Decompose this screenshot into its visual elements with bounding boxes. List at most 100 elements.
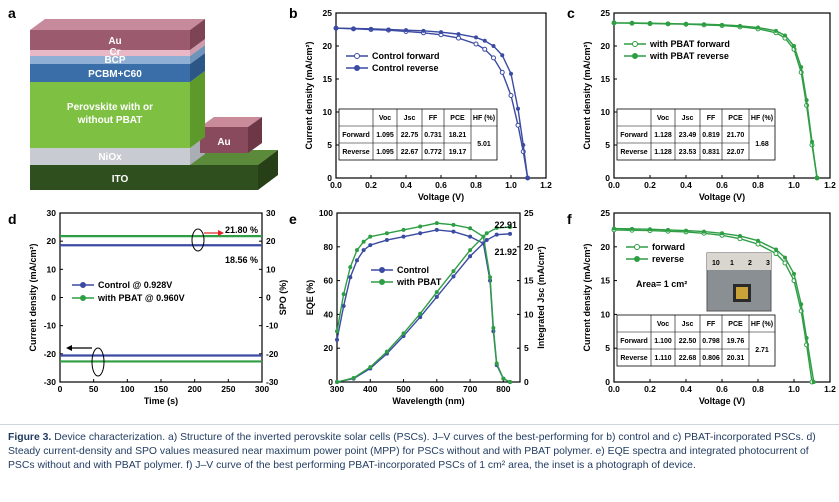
table-cell: 0.772 <box>424 149 442 156</box>
table-cell: 1.095 <box>376 132 394 139</box>
x-tick-label: 50 <box>89 384 99 394</box>
data-point <box>335 329 339 334</box>
data-point <box>418 315 423 320</box>
y-tick-label: 5 <box>605 343 610 353</box>
y2-tick-label: 30 <box>266 208 276 218</box>
data-point <box>491 325 496 330</box>
data-point <box>738 233 742 238</box>
arrowhead <box>66 345 72 351</box>
x-tick-label: 0.8 <box>752 384 764 394</box>
legend-entry: with PBAT forward <box>649 39 730 49</box>
table-cell: 0.831 <box>702 149 720 156</box>
table-hf: 5.01 <box>477 141 491 148</box>
x-tick-label: 0.8 <box>470 180 482 190</box>
data-point <box>516 106 520 111</box>
x-tick-label: 100 <box>120 384 134 394</box>
y-tick-label: 5 <box>327 140 332 150</box>
data-point <box>451 274 456 279</box>
data-point <box>401 234 406 239</box>
x-tick-label: 0.2 <box>365 180 377 190</box>
y2-tick-label: -30 <box>266 377 279 387</box>
table-header: HF (%) <box>751 115 773 122</box>
y-tick-label: 10 <box>323 107 333 117</box>
data-point <box>368 234 373 239</box>
data-point <box>474 35 478 40</box>
table-cell: 0.806 <box>702 355 720 362</box>
layer-niox <box>30 148 190 165</box>
data-point <box>384 238 389 243</box>
data-point <box>756 25 760 30</box>
y-tick-label: 15 <box>323 74 333 84</box>
data-point <box>508 231 513 236</box>
y-axis-label: Current density (mA/cm²) <box>304 41 314 149</box>
y-tick-label: -20 <box>44 349 57 359</box>
data-point <box>361 239 366 244</box>
data-point <box>509 71 513 76</box>
data-point <box>482 38 487 43</box>
data-point <box>439 30 443 35</box>
data-point <box>456 32 461 37</box>
data-point <box>521 143 526 147</box>
data-point <box>386 27 391 32</box>
x-tick-label: 0.4 <box>680 384 692 394</box>
x-tick-label: 0.0 <box>608 180 620 190</box>
y-tick-label: 30 <box>47 208 57 218</box>
x-tick-label: 300 <box>330 384 344 394</box>
data-point <box>401 227 406 232</box>
data-point <box>421 28 426 33</box>
callout-ellipse <box>191 228 205 252</box>
data-point <box>384 349 389 354</box>
x-tick-label: 1.2 <box>540 180 552 190</box>
series-line-control-eqe <box>336 229 511 383</box>
ruler-number: 2 <box>748 260 752 267</box>
legend-entry: Control forward <box>372 51 440 61</box>
y-tick-label: 0 <box>51 293 56 303</box>
data-point <box>368 243 373 248</box>
data-point <box>756 238 760 243</box>
table-cell: 1.128 <box>654 132 672 139</box>
x-tick-label: 1.0 <box>788 180 800 190</box>
data-point <box>418 231 423 236</box>
x-tick-label: 0.6 <box>435 180 447 190</box>
data-point <box>468 234 473 239</box>
data-point <box>348 265 353 270</box>
y-tick-label: 20 <box>323 41 333 51</box>
layer-label-perovskite-2: without PBAT <box>77 115 143 126</box>
data-point <box>720 231 724 236</box>
x-tick-label: 0.4 <box>680 180 692 190</box>
param-table <box>616 314 776 367</box>
data-point <box>494 361 499 366</box>
data-point <box>783 33 787 38</box>
y2-axis-label: SPO (%) <box>278 280 288 316</box>
y-tick-label: 20 <box>47 236 57 246</box>
y-tick-label: 15 <box>601 276 611 286</box>
data-point <box>468 254 473 259</box>
x-tick-label: 0.0 <box>330 180 342 190</box>
ruler-number: 1 <box>730 260 734 267</box>
data-point <box>799 302 804 307</box>
data-point <box>720 22 724 27</box>
y2-tick-label: -10 <box>266 321 279 331</box>
x-tick-label: 0.6 <box>716 180 728 190</box>
data-point <box>341 292 346 297</box>
table-cell: Reverse <box>342 149 369 156</box>
data-point <box>684 228 688 233</box>
panel-label-a: a <box>8 5 16 21</box>
y2-axis-label: Integrated Jsc (mA/cm²) <box>536 246 546 349</box>
layer-cr <box>30 50 190 56</box>
data-point <box>348 275 353 280</box>
x-axis-label: Time (s) <box>144 396 178 406</box>
legend-entry: reverse <box>652 254 684 264</box>
table-header: PCE <box>450 115 465 122</box>
legend-entry: Control @ 0.928V <box>98 280 172 290</box>
table-header: Voc <box>379 115 391 122</box>
data-point <box>515 122 521 128</box>
data-point <box>648 21 652 26</box>
caption-text: Device characterization. a) Structure of… <box>8 432 816 471</box>
data-point <box>434 221 439 226</box>
caption-divider <box>0 424 839 425</box>
table-cell: 19.17 <box>449 149 467 156</box>
legend-marker <box>634 244 640 250</box>
x-tick-label: 1.0 <box>505 180 517 190</box>
y-tick-label: -30 <box>44 377 57 387</box>
